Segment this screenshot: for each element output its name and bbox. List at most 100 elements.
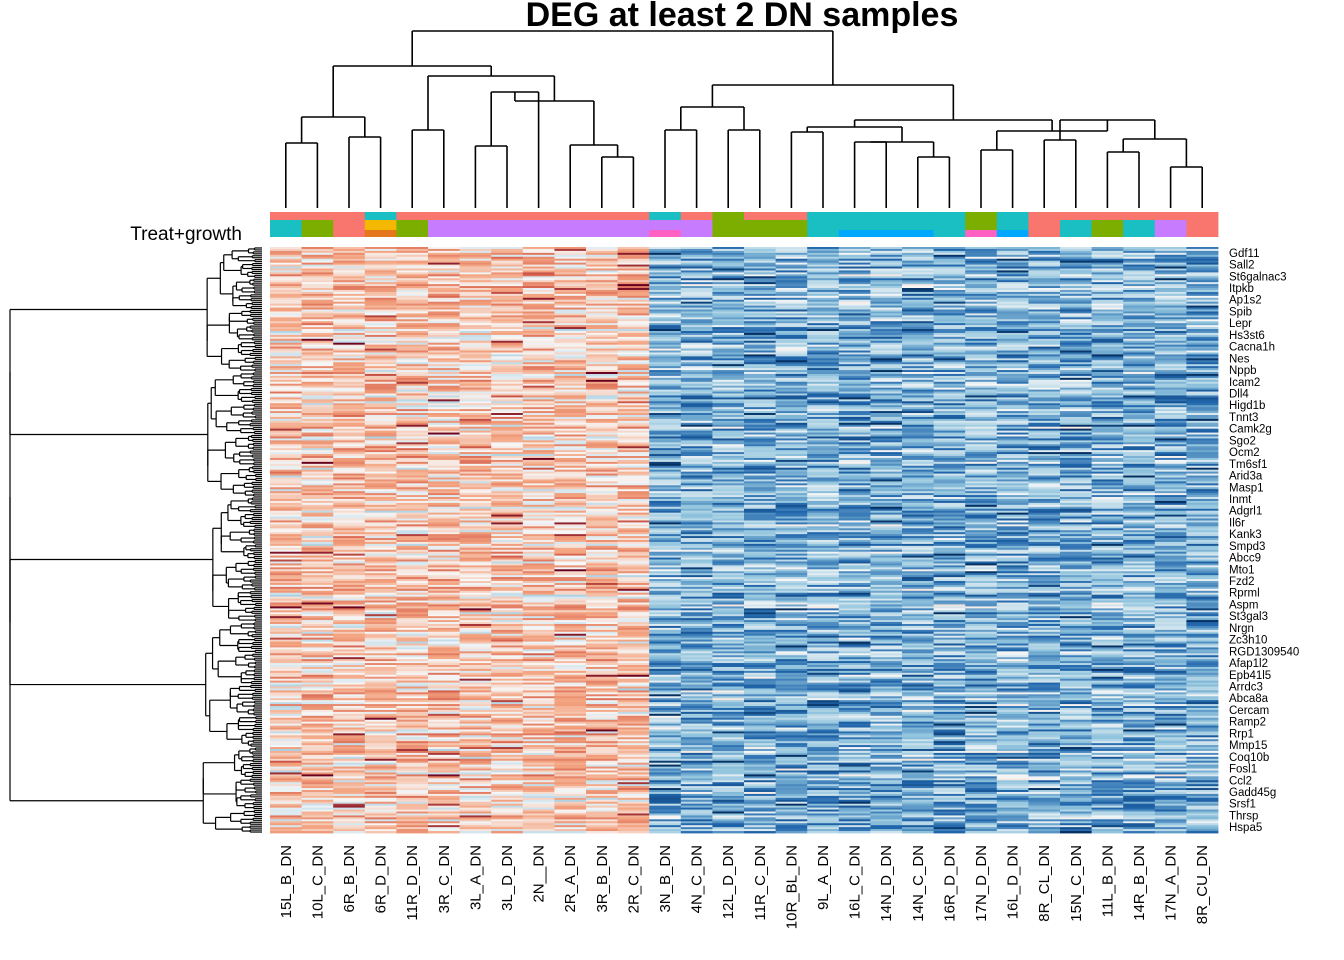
heatmap-cell (649, 395, 682, 398)
heatmap-cell (680, 483, 713, 486)
heatmap-cell (1028, 547, 1061, 551)
heatmap-cell (649, 543, 682, 547)
heatmap-cell (1154, 446, 1187, 449)
heatmap-cell (333, 280, 366, 283)
heatmap-cell (1091, 457, 1124, 461)
heatmap-cell (1060, 540, 1092, 543)
heatmap-cell (1060, 454, 1092, 457)
heatmap-cell (680, 332, 713, 336)
heatmap-cell (554, 510, 587, 514)
heatmap-cell (775, 469, 808, 473)
heatmap-cell (996, 538, 1029, 541)
heatmap-cell (870, 293, 903, 297)
heatmap-cell (459, 530, 492, 533)
heatmap-cell (428, 516, 460, 519)
heatmap-cell (1186, 299, 1219, 303)
heatmap-cell (1154, 459, 1187, 463)
heatmap-cell (270, 450, 302, 453)
heatmap-cell (965, 397, 998, 400)
heatmap-cell (933, 401, 966, 404)
heatmap-cell (617, 256, 650, 260)
heatmap-cell (364, 403, 397, 406)
heatmap-cell (428, 418, 460, 422)
heatmap-cell (396, 272, 429, 275)
heatmap-cell (1123, 309, 1156, 312)
heatmap-cell (1154, 293, 1187, 297)
heatmap-cell (459, 264, 492, 267)
heatmap-cell (491, 473, 524, 476)
heatmap-cell (649, 299, 682, 303)
annotation-cell (744, 220, 776, 230)
heatmap-cell (775, 280, 808, 283)
heatmap-cell (1186, 288, 1219, 291)
heatmap-cell (902, 284, 934, 287)
heatmap-cell (902, 409, 934, 412)
heatmap-cell (965, 430, 998, 433)
heatmap-cell (902, 440, 934, 443)
heatmap-cell (744, 381, 776, 385)
heatmap-cell (301, 313, 334, 316)
heatmap-cell (680, 522, 713, 525)
heatmap-cell (1123, 428, 1156, 432)
heatmap-cell (933, 506, 966, 510)
heatmap-cell (1123, 471, 1156, 474)
heatmap-cell (617, 364, 650, 367)
heatmap-cell (522, 442, 555, 445)
heatmap-cell (649, 268, 682, 271)
heatmap-cell (1060, 411, 1092, 414)
heatmap-cell (902, 295, 934, 299)
heatmap-cell (491, 553, 524, 557)
heatmap-cell (775, 346, 808, 349)
heatmap-cell (522, 280, 555, 283)
heatmap-cell (554, 473, 587, 476)
heatmap-cell (965, 456, 998, 459)
heatmap-cell (902, 256, 934, 260)
heatmap-cell (965, 413, 998, 416)
heatmap-cell (1123, 293, 1156, 297)
heatmap-cell (744, 268, 776, 271)
heatmap-cell (522, 534, 555, 537)
heatmap-cell (364, 498, 397, 502)
heatmap-cell (1186, 344, 1219, 348)
heatmap-cell (333, 383, 366, 387)
heatmap-cell (491, 424, 524, 428)
heatmap-cell (807, 485, 840, 488)
heatmap-cell (1028, 278, 1061, 281)
heatmap-cell (270, 409, 302, 412)
heatmap-cell (270, 405, 302, 408)
heatmap-cell (680, 510, 713, 514)
heatmap-cell (965, 516, 998, 519)
heatmap-cell (1060, 510, 1092, 514)
heatmap-cell (1091, 422, 1124, 426)
heatmap-cell (1060, 555, 1092, 558)
heatmap-cell (617, 469, 650, 473)
heatmap-cell (870, 432, 903, 435)
heatmap-cell (902, 268, 934, 271)
heatmap-cell (775, 407, 808, 410)
heatmap-cell (586, 438, 618, 441)
heatmap-cell (428, 309, 460, 312)
heatmap-cell (586, 538, 618, 541)
heatmap-cell (1060, 399, 1092, 402)
heatmap-cell (1028, 432, 1061, 435)
heatmap-cell (1186, 286, 1219, 289)
heatmap-cell (1060, 381, 1092, 385)
heatmap-cell (902, 450, 934, 453)
heatmap-cell (270, 377, 302, 381)
heatmap-cell (996, 303, 1029, 306)
heatmap-cell (554, 397, 587, 400)
heatmap-cell (491, 315, 524, 318)
heatmap-cell (712, 528, 745, 531)
heatmap-cell (807, 247, 840, 250)
heatmap-cell (1091, 286, 1124, 289)
heatmap-cell (333, 319, 366, 322)
heatmap-cell (870, 366, 903, 369)
heatmap-cell (807, 414, 840, 418)
heatmap-cell (1154, 438, 1187, 441)
heatmap-cell (1123, 477, 1156, 480)
heatmap-cell (1060, 473, 1092, 476)
heatmap-cell (1028, 266, 1061, 269)
heatmap-cell (459, 508, 492, 512)
heatmap-cell (1060, 397, 1092, 400)
heatmap-cell (902, 497, 934, 500)
